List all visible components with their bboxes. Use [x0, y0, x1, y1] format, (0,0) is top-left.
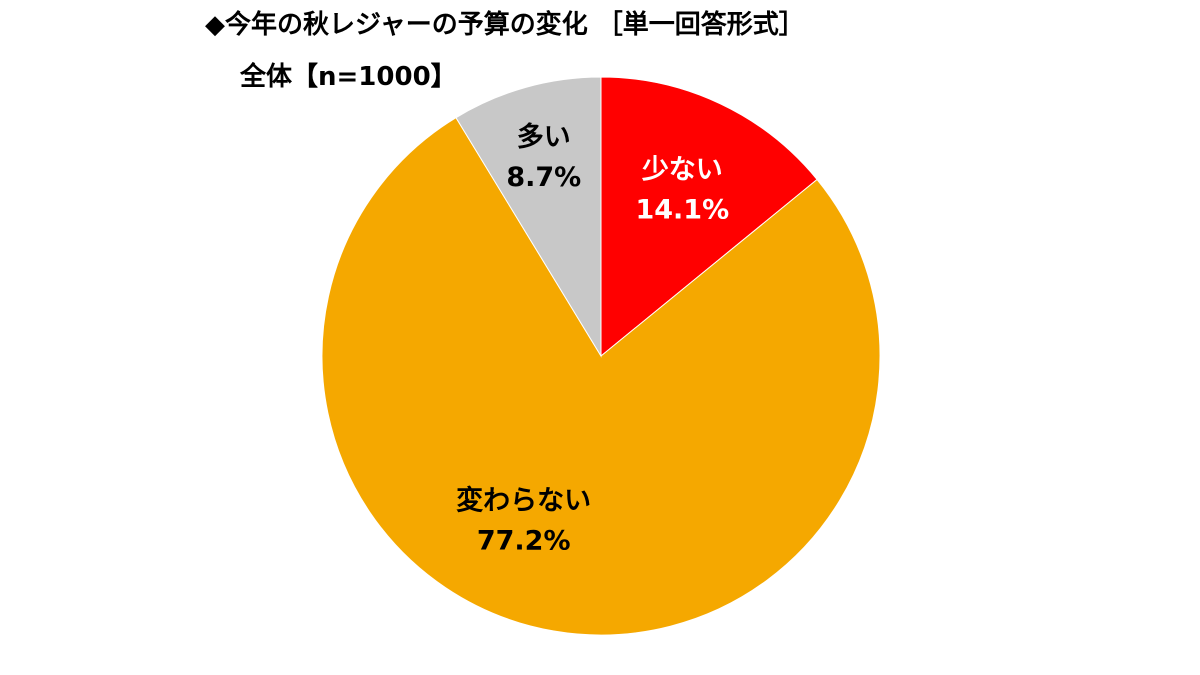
slice-label: 多い	[517, 122, 571, 153]
slice-value-label: 8.7%	[506, 162, 581, 193]
pie-slice	[321, 116, 881, 636]
pie-slice	[600, 76, 818, 358]
chart-title: ◆今年の秋レジャーの予算の変化 ［単一回答形式］	[205, 10, 805, 40]
chart-subtitle: 全体【n=1000】	[240, 62, 457, 92]
pie-slice	[455, 76, 602, 358]
slice-value-label: 14.1%	[635, 195, 729, 226]
slice-value-label: 77.2%	[477, 525, 571, 556]
slice-label: 変わらない	[456, 484, 591, 516]
slice-label: 少ない	[642, 155, 723, 186]
